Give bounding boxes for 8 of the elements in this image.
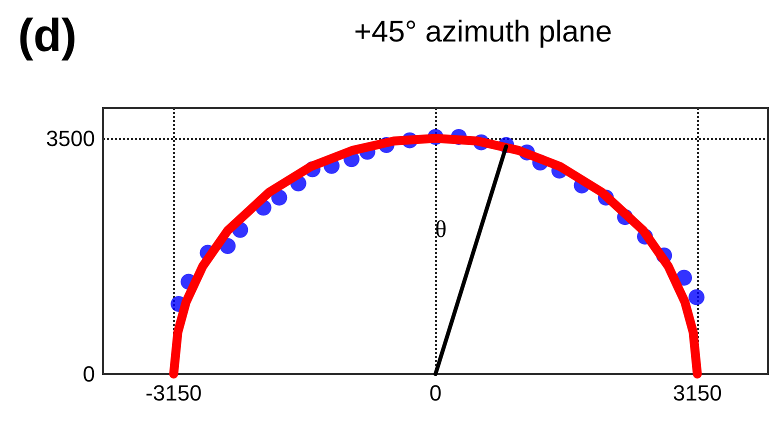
y-tick-label: 3500 [46, 126, 95, 151]
chart-title: +45° azimuth plane [354, 16, 612, 48]
x-tick-label: 3150 [672, 380, 722, 406]
x-tick-label: 0 [429, 380, 442, 406]
point [688, 289, 705, 306]
annotation: θ [435, 217, 447, 244]
x-tick-label: -3150 [146, 380, 202, 406]
text: (d) [18, 9, 77, 61]
